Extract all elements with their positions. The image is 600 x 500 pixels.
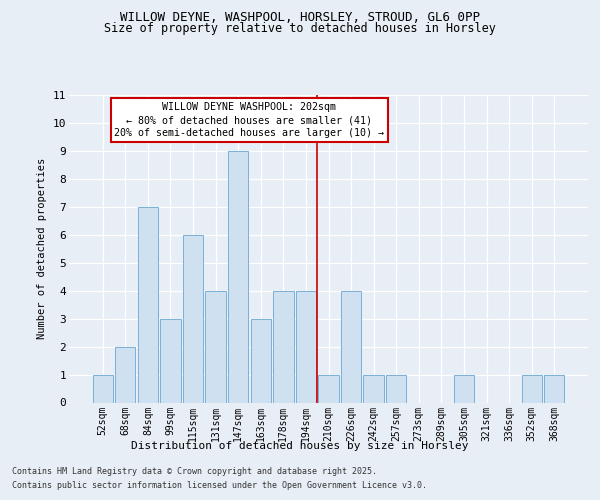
Bar bbox=[364, 374, 384, 402]
Bar bbox=[138, 207, 158, 402]
Bar bbox=[544, 374, 565, 402]
Text: WILLOW DEYNE, WASHPOOL, HORSLEY, STROUD, GL6 0PP: WILLOW DEYNE, WASHPOOL, HORSLEY, STROUD,… bbox=[120, 11, 480, 24]
Bar bbox=[341, 290, 361, 403]
Text: Size of property relative to detached houses in Horsley: Size of property relative to detached ho… bbox=[104, 22, 496, 35]
Text: WILLOW DEYNE WASHPOOL: 202sqm
← 80% of detached houses are smaller (41)
20% of s: WILLOW DEYNE WASHPOOL: 202sqm ← 80% of d… bbox=[115, 102, 385, 139]
Bar bbox=[115, 346, 136, 403]
Text: Distribution of detached houses by size in Horsley: Distribution of detached houses by size … bbox=[131, 441, 469, 451]
Text: Contains HM Land Registry data © Crown copyright and database right 2025.: Contains HM Land Registry data © Crown c… bbox=[12, 468, 377, 476]
Bar bbox=[228, 151, 248, 403]
Bar bbox=[205, 290, 226, 403]
Bar bbox=[454, 374, 474, 402]
Bar bbox=[273, 290, 293, 403]
Y-axis label: Number of detached properties: Number of detached properties bbox=[37, 158, 47, 340]
Bar bbox=[386, 374, 406, 402]
Bar bbox=[521, 374, 542, 402]
Bar bbox=[296, 290, 316, 403]
Bar bbox=[319, 374, 338, 402]
Bar bbox=[92, 374, 113, 402]
Text: Contains public sector information licensed under the Open Government Licence v3: Contains public sector information licen… bbox=[12, 481, 427, 490]
Bar bbox=[160, 318, 181, 402]
Bar bbox=[183, 235, 203, 402]
Bar bbox=[251, 318, 271, 402]
